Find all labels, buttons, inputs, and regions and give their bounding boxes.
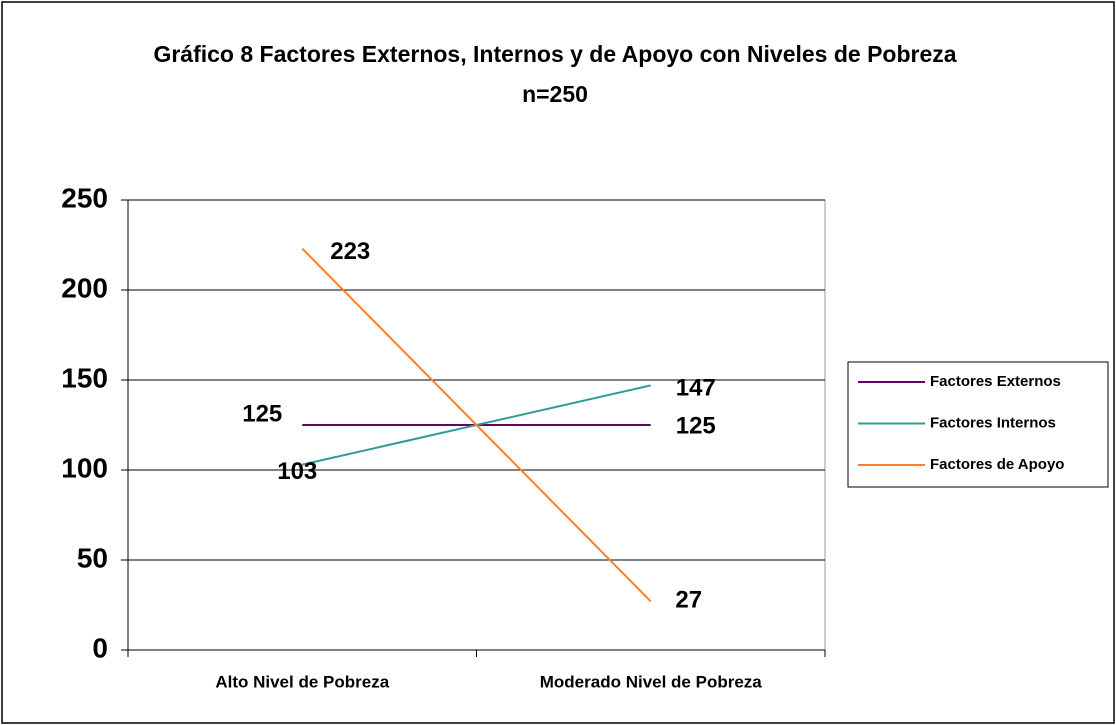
series-line [301,247,652,603]
data-label: 223 [330,238,370,265]
data-label: 103 [277,458,317,485]
y-tick-label: 250 [61,182,108,213]
data-label: 147 [676,375,716,402]
legend-label: Factores de Apoyo [930,456,1064,473]
y-tick-label: 200 [61,272,108,303]
legend-label: Factores Internos [930,414,1056,431]
y-tick-label: 50 [77,542,108,573]
y-tick-label: 0 [92,632,108,663]
legend-label: Factores Externos [930,373,1061,390]
chart-title: Gráfico 8 Factores Externos, Internos y … [153,41,957,107]
x-tick-label: Alto Nivel de Pobreza [215,672,389,691]
data-label: 125 [676,412,716,439]
y-tick-label: 150 [61,362,108,393]
data-label: 27 [675,587,702,614]
y-tick-label: 100 [61,452,108,483]
data-label: 125 [242,400,282,427]
x-tick-label: Moderado Nivel de Pobreza [540,672,763,691]
